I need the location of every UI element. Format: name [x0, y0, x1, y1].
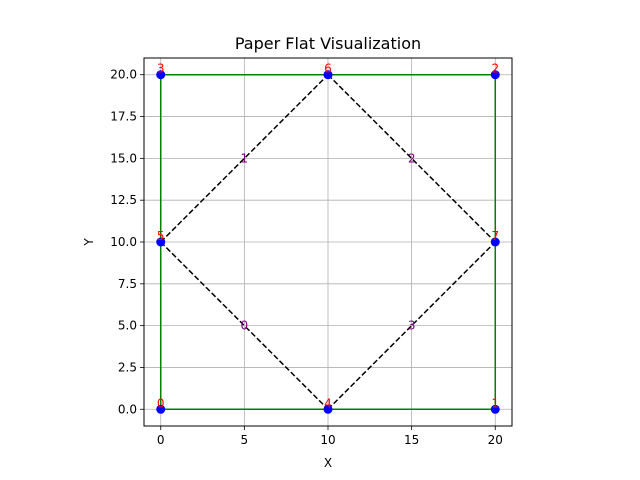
x-tick-label: 15 [404, 433, 419, 447]
vertex-label: 7 [491, 229, 499, 243]
vertex-label: 3 [157, 62, 165, 76]
ticks: 0 5 10 15 200.02.55.07.510.012.515.017.520.0 [110, 68, 503, 447]
vertex-point [156, 70, 166, 80]
grid-lines [144, 58, 512, 426]
vertex-point [490, 404, 500, 414]
vertex-point [156, 237, 166, 247]
vertex-point [323, 404, 333, 414]
crease-edge [160, 241, 329, 410]
crease-edge [160, 74, 329, 243]
x-tick-label: 0 [157, 433, 165, 447]
y-tick-label: 5.0 [118, 319, 137, 333]
vertex-label: 1 [491, 396, 499, 410]
vertex-label: 2 [491, 62, 499, 76]
crease-edge [327, 241, 496, 410]
chart-title: Paper Flat Visualization [235, 34, 421, 53]
y-tick-label: 17.5 [110, 110, 137, 124]
y-tick-label: 12.5 [110, 193, 137, 207]
vertices [156, 70, 500, 414]
vertex-label: 4 [324, 396, 332, 410]
crease-label: 3 [408, 319, 416, 333]
vertex-point [156, 404, 166, 414]
vertex-point [490, 237, 500, 247]
y-tick-label: 20.0 [110, 68, 137, 82]
vertex-label: 0 [157, 396, 165, 410]
edges [159, 73, 497, 411]
vertex-point [490, 70, 500, 80]
crease-label: 2 [408, 151, 416, 165]
y-tick-label: 15.0 [110, 151, 137, 165]
vertex-label: 5 [157, 229, 165, 243]
y-axis-label: Y [82, 238, 96, 247]
crease-edge [327, 74, 496, 243]
x-tick-label: 20 [488, 433, 503, 447]
crease-label: 1 [241, 151, 249, 165]
vertex-point [323, 70, 333, 80]
labels: 0 1 2 3 0 1 2 3 4 5 6 7 [157, 62, 499, 411]
y-tick-label: 10.0 [110, 235, 137, 249]
y-tick-label: 2.5 [118, 360, 137, 374]
x-axis-label: X [324, 456, 332, 470]
y-tick-label: 0.0 [118, 402, 137, 416]
x-tick-label: 10 [320, 433, 335, 447]
x-tick-label: 5 [241, 433, 249, 447]
vertex-label: 6 [324, 62, 332, 76]
y-tick-label: 7.5 [118, 277, 137, 291]
crease-label: 0 [241, 319, 249, 333]
